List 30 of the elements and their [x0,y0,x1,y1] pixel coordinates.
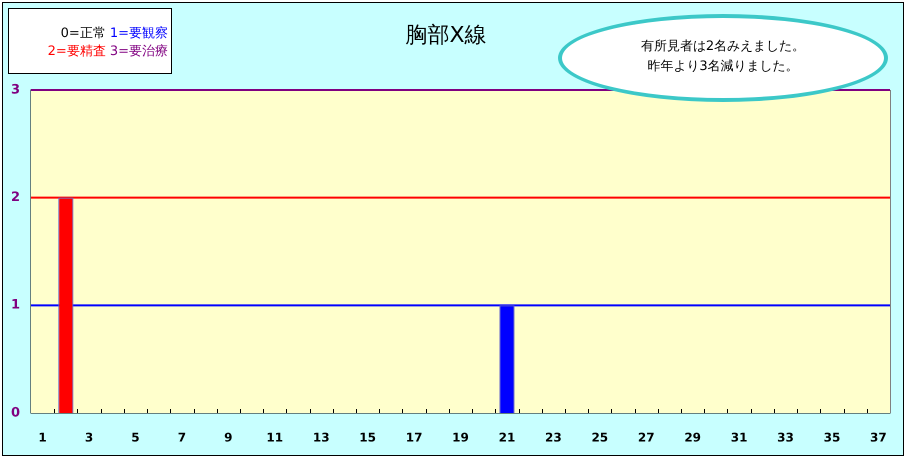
y-tick-label: 0 [10,405,20,420]
y-tick-label: 1 [10,298,20,313]
x-tick-label: 3 [84,430,94,444]
text: 有所見者は2名みえました。 [640,38,806,56]
x-tick-label: 21 [498,430,516,444]
x-tick-label: 37 [870,430,887,444]
legend-label: 3=要治療 [110,43,168,61]
x-tick-label: 17 [406,430,422,444]
x-tick-label: 1 [38,430,47,444]
x-tick-label: 25 [591,430,608,444]
chart-title: 胸部X線 [404,22,488,50]
x-tick-label: 19 [452,430,469,444]
x-tick-label: 29 [684,430,702,444]
x-tick-label: 11 [266,430,284,444]
legend-label: 0=正常 [60,25,106,43]
text: 2=要精査 [48,43,106,61]
x-tick-label: 5 [131,430,140,444]
x-tick-label: 13 [312,430,330,444]
x-tick-label: 7 [178,430,186,444]
y-tick-label: 3 [10,82,20,98]
text: 昨年より3名減りました。 [646,58,800,76]
y-tick-label: 2 [10,190,20,206]
text: 1=要観察 [110,25,168,43]
x-tick-label: 33 [777,430,794,444]
x-tick-label: 31 [730,430,748,444]
x-tick-label: 9 [224,430,233,444]
x-tick-label: 15 [359,430,376,444]
x-tick-label: 35 [824,430,840,444]
x-tick-label: 23 [545,430,562,444]
x-tick-label: 27 [638,430,655,444]
